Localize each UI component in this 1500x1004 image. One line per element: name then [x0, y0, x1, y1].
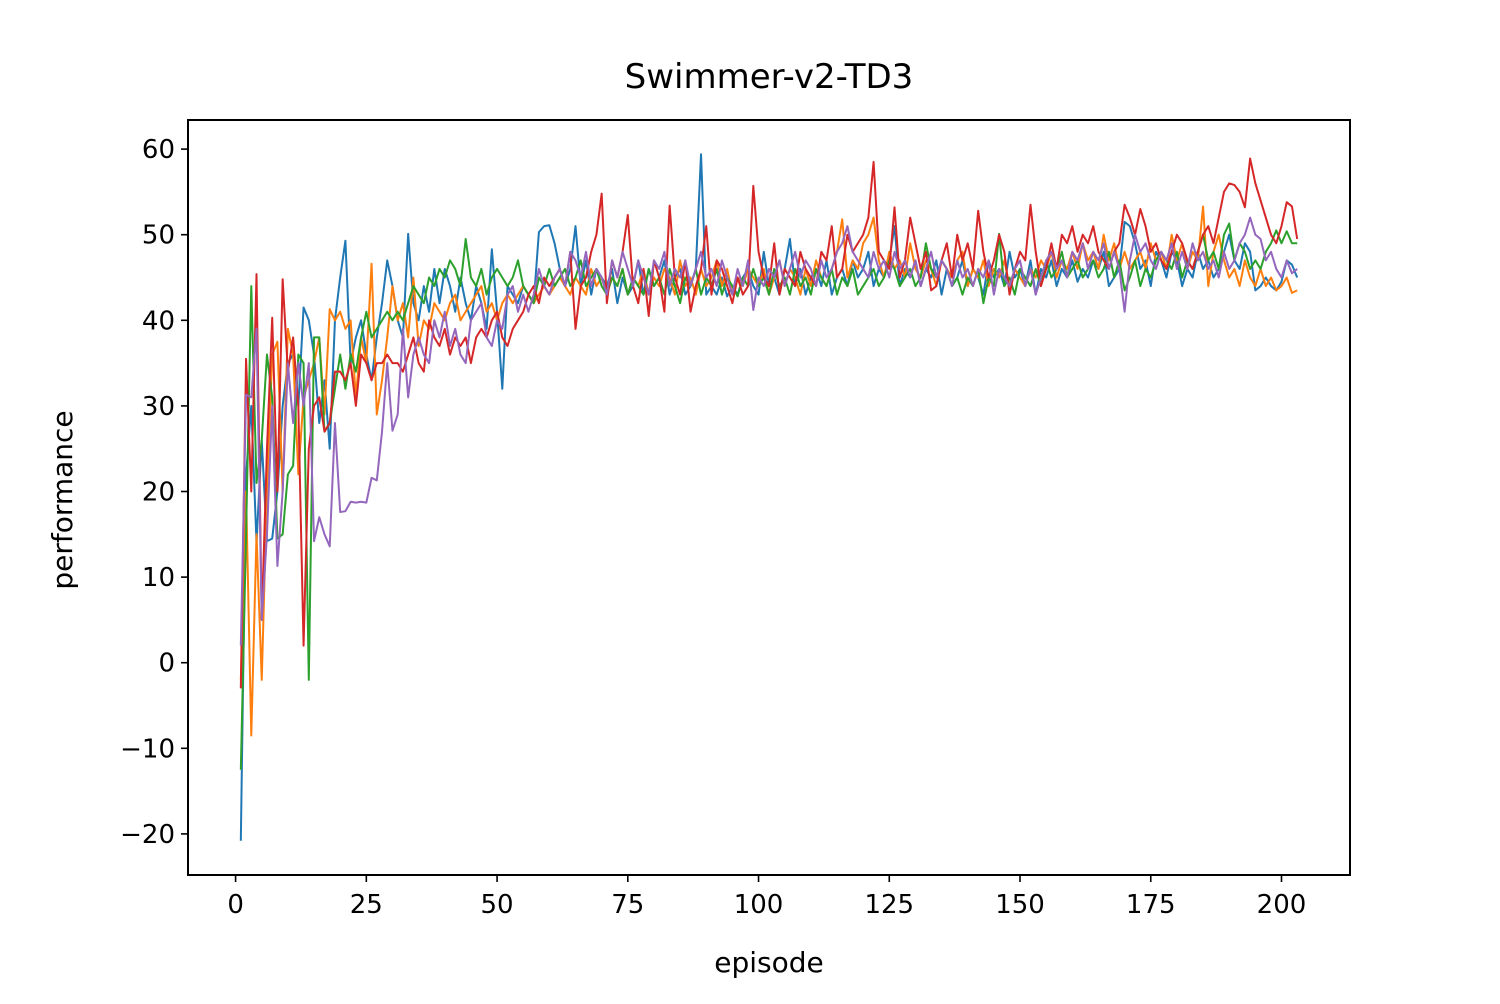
plot-frame	[187, 119, 1351, 876]
x-tick-label: 0	[227, 890, 244, 920]
y-tick-label: 0	[158, 649, 175, 679]
x-tick-label: 125	[864, 890, 914, 920]
x-tick-label: 75	[611, 890, 644, 920]
x-tick-label: 150	[995, 890, 1045, 920]
series-line	[239, 222, 1298, 770]
y-tick-label: 40	[142, 306, 175, 336]
x-tick-label: 175	[1126, 890, 1176, 920]
plot-lines	[239, 153, 1299, 841]
y-tick-label: 20	[142, 478, 175, 508]
chart-title: Swimmer-v2-TD3	[625, 57, 914, 97]
y-tick-label: 10	[142, 563, 175, 593]
y-tick-label: 30	[142, 392, 175, 422]
series-line	[239, 216, 1298, 646]
y-tick-label: 50	[142, 221, 175, 251]
y-tick-label: 60	[142, 135, 175, 165]
x-tick-label: 50	[481, 890, 514, 920]
x-tick-label: 100	[734, 890, 784, 920]
y-tick-label: −10	[120, 734, 175, 764]
y-tick-label: −20	[120, 820, 175, 850]
series-line	[239, 157, 1299, 689]
x-tick-label: 25	[350, 890, 383, 920]
x-tick-label: 200	[1257, 890, 1307, 920]
y-axis-label: performance	[46, 410, 79, 589]
x-axis-label: episode	[714, 946, 824, 979]
